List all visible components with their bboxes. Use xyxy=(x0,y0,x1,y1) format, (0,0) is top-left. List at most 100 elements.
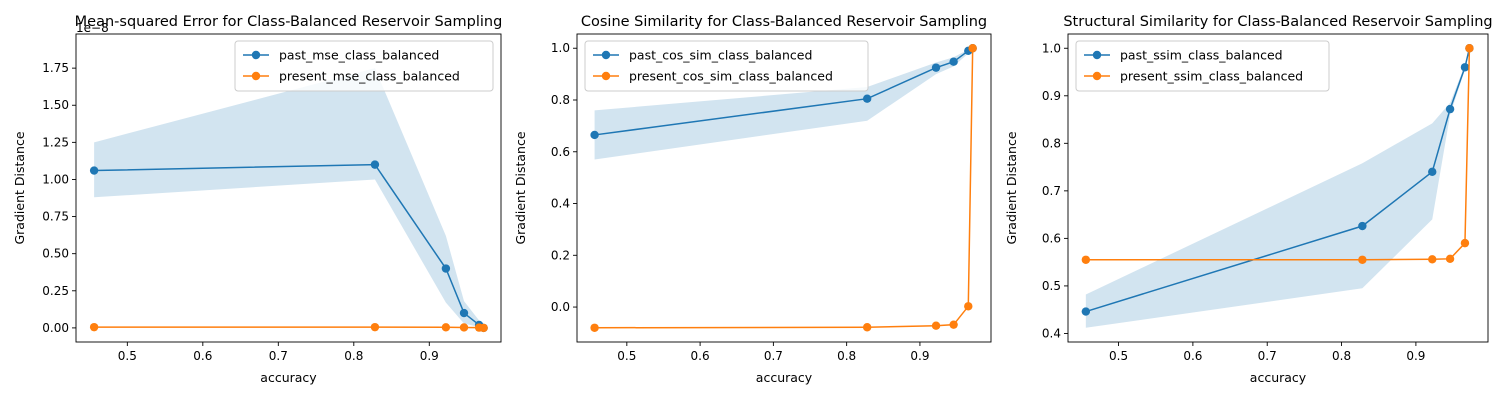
data-point xyxy=(370,322,380,332)
data-point xyxy=(1358,221,1367,231)
plot-frame xyxy=(75,33,502,343)
data-point xyxy=(441,264,451,273)
y-tick-label: 0.00 xyxy=(42,321,69,335)
x-tick-label: 0.6 xyxy=(1183,349,1202,363)
y-tick-label: 0.6 xyxy=(1042,231,1061,245)
y-tick-label: 0.25 xyxy=(42,284,69,298)
chart-title: Structural Similarity for Class-Balanced… xyxy=(1063,14,1492,30)
data-point xyxy=(1428,255,1437,264)
data-point xyxy=(964,302,973,311)
x-tick-label: 0.7 xyxy=(1258,349,1277,363)
data-point xyxy=(1445,104,1455,114)
data-point xyxy=(862,323,872,332)
legend-box xyxy=(1075,40,1330,92)
legend: past_mse_class_balanced present_mse_class… xyxy=(234,40,494,92)
legend-marker xyxy=(1092,71,1102,81)
series-present_cos_sim_class_balanced xyxy=(590,44,977,332)
chart-title: Mean-squared Error for Class-Balanced Re… xyxy=(75,14,503,30)
y-tick-label: 0.7 xyxy=(1042,184,1061,198)
series-line xyxy=(94,326,484,329)
legend-box xyxy=(584,40,869,92)
legend-label: present_cos_sim_class_balanced xyxy=(629,69,833,84)
legend-marker xyxy=(601,50,611,60)
y-tick-label: 0.5 xyxy=(1042,279,1061,293)
data-point xyxy=(1081,255,1091,264)
chart-panel-3: 0.5 0.6 0.7 0.8 0.9 0.4 0.5 0.6 0.7 0.8 0.9 1.0Stru… xyxy=(1004,14,1493,385)
series-present_ssim_class_balanced xyxy=(1081,44,1474,264)
axis-offset-text: 1e−8 xyxy=(76,21,109,35)
legend: past_cos_sim_class_balanced present_cos_s… xyxy=(584,40,869,92)
data-point xyxy=(1460,63,1470,72)
series-line xyxy=(1085,48,1471,261)
data-point xyxy=(931,63,941,72)
legend-marker xyxy=(251,71,261,81)
x-tick-label: 0.8 xyxy=(1332,349,1351,363)
confidence-band xyxy=(1085,48,1470,328)
confidence-band xyxy=(594,48,973,160)
x-tick-label: 0.5 xyxy=(617,349,636,363)
x-axis-label: accuracy xyxy=(1250,370,1307,385)
y-tick-label: 0.75 xyxy=(42,210,69,224)
plot-frame xyxy=(1067,33,1489,343)
y-tick-label: 0.6 xyxy=(551,145,570,159)
data-point xyxy=(1081,307,1091,316)
data-point xyxy=(968,44,977,53)
legend-label: past_cos_sim_class_balanced xyxy=(629,48,812,63)
data-point xyxy=(1428,167,1437,177)
x-tick-label: 0.9 xyxy=(1406,349,1425,363)
data-point xyxy=(479,323,488,333)
series-present_mse_class_balanced xyxy=(89,322,488,333)
data-point xyxy=(590,130,599,140)
x-tick-label: 0.9 xyxy=(910,349,929,363)
data-point xyxy=(590,323,599,332)
chart-panel-1: 0.5 0.6 0.7 0.8 0.9 0.00 0.25 0.50 0.75 1.00 1.25 1… xyxy=(12,14,502,385)
x-tick-label: 0.6 xyxy=(691,349,710,363)
y-tick-label: 1.0 xyxy=(1042,41,1061,55)
data-point xyxy=(1460,238,1470,248)
data-point xyxy=(1445,254,1455,264)
data-point xyxy=(931,321,941,330)
data-point xyxy=(1465,44,1474,53)
data-point xyxy=(370,160,380,169)
y-tick-label: 0.9 xyxy=(1042,89,1061,103)
x-tick-label: 0.8 xyxy=(837,349,856,363)
x-tick-label: 0.5 xyxy=(118,349,137,363)
y-axis-label: Gradient Distance xyxy=(1004,131,1019,244)
legend-marker xyxy=(251,50,261,60)
plot-frame xyxy=(576,33,992,343)
legend-label: present_mse_class_balanced xyxy=(279,69,460,84)
data-point xyxy=(89,166,99,175)
data-point xyxy=(949,57,958,66)
y-tick-label: 0.4 xyxy=(551,197,570,211)
y-tick-label: 0.0 xyxy=(551,300,570,314)
y-tick-label: 1.25 xyxy=(42,135,69,149)
x-tick-label: 0.7 xyxy=(764,349,783,363)
y-tick-label: 0.8 xyxy=(551,93,570,107)
data-point xyxy=(89,322,99,332)
series-line xyxy=(594,48,974,329)
legend-marker xyxy=(1092,50,1102,60)
legend: past_ssim_class_balanced present_ssim_cla… xyxy=(1075,40,1330,92)
y-tick-label: 1.50 xyxy=(42,98,69,112)
data-point xyxy=(1358,255,1367,264)
data-point xyxy=(459,308,469,318)
confidence-band xyxy=(94,68,484,328)
x-tick-label: 0.6 xyxy=(193,349,212,363)
y-tick-label: 0.8 xyxy=(1042,136,1061,150)
y-tick-label: 0.4 xyxy=(1042,326,1061,340)
y-tick-label: 0.2 xyxy=(551,248,570,262)
y-tick-label: 0.50 xyxy=(42,247,69,261)
chart-title: Cosine Similarity for Class-Balanced Res… xyxy=(581,14,987,30)
x-tick-label: 0.9 xyxy=(420,349,439,363)
chart-panel-2: 0.5 0.6 0.7 0.8 0.9 0.0 0.2 0.4 0.6 0.8 1.0 Cosine … xyxy=(513,14,992,385)
y-tick-label: 1.00 xyxy=(42,172,69,186)
x-tick-label: 0.8 xyxy=(344,349,363,363)
legend-marker xyxy=(601,71,611,81)
legend-box xyxy=(234,40,494,92)
legend-label: past_mse_class_balanced xyxy=(279,48,439,63)
y-tick-label: 1.75 xyxy=(42,61,69,75)
data-point xyxy=(441,323,451,332)
y-axis-label: Gradient Distance xyxy=(513,131,528,244)
y-tick-label: 1.0 xyxy=(551,41,570,55)
